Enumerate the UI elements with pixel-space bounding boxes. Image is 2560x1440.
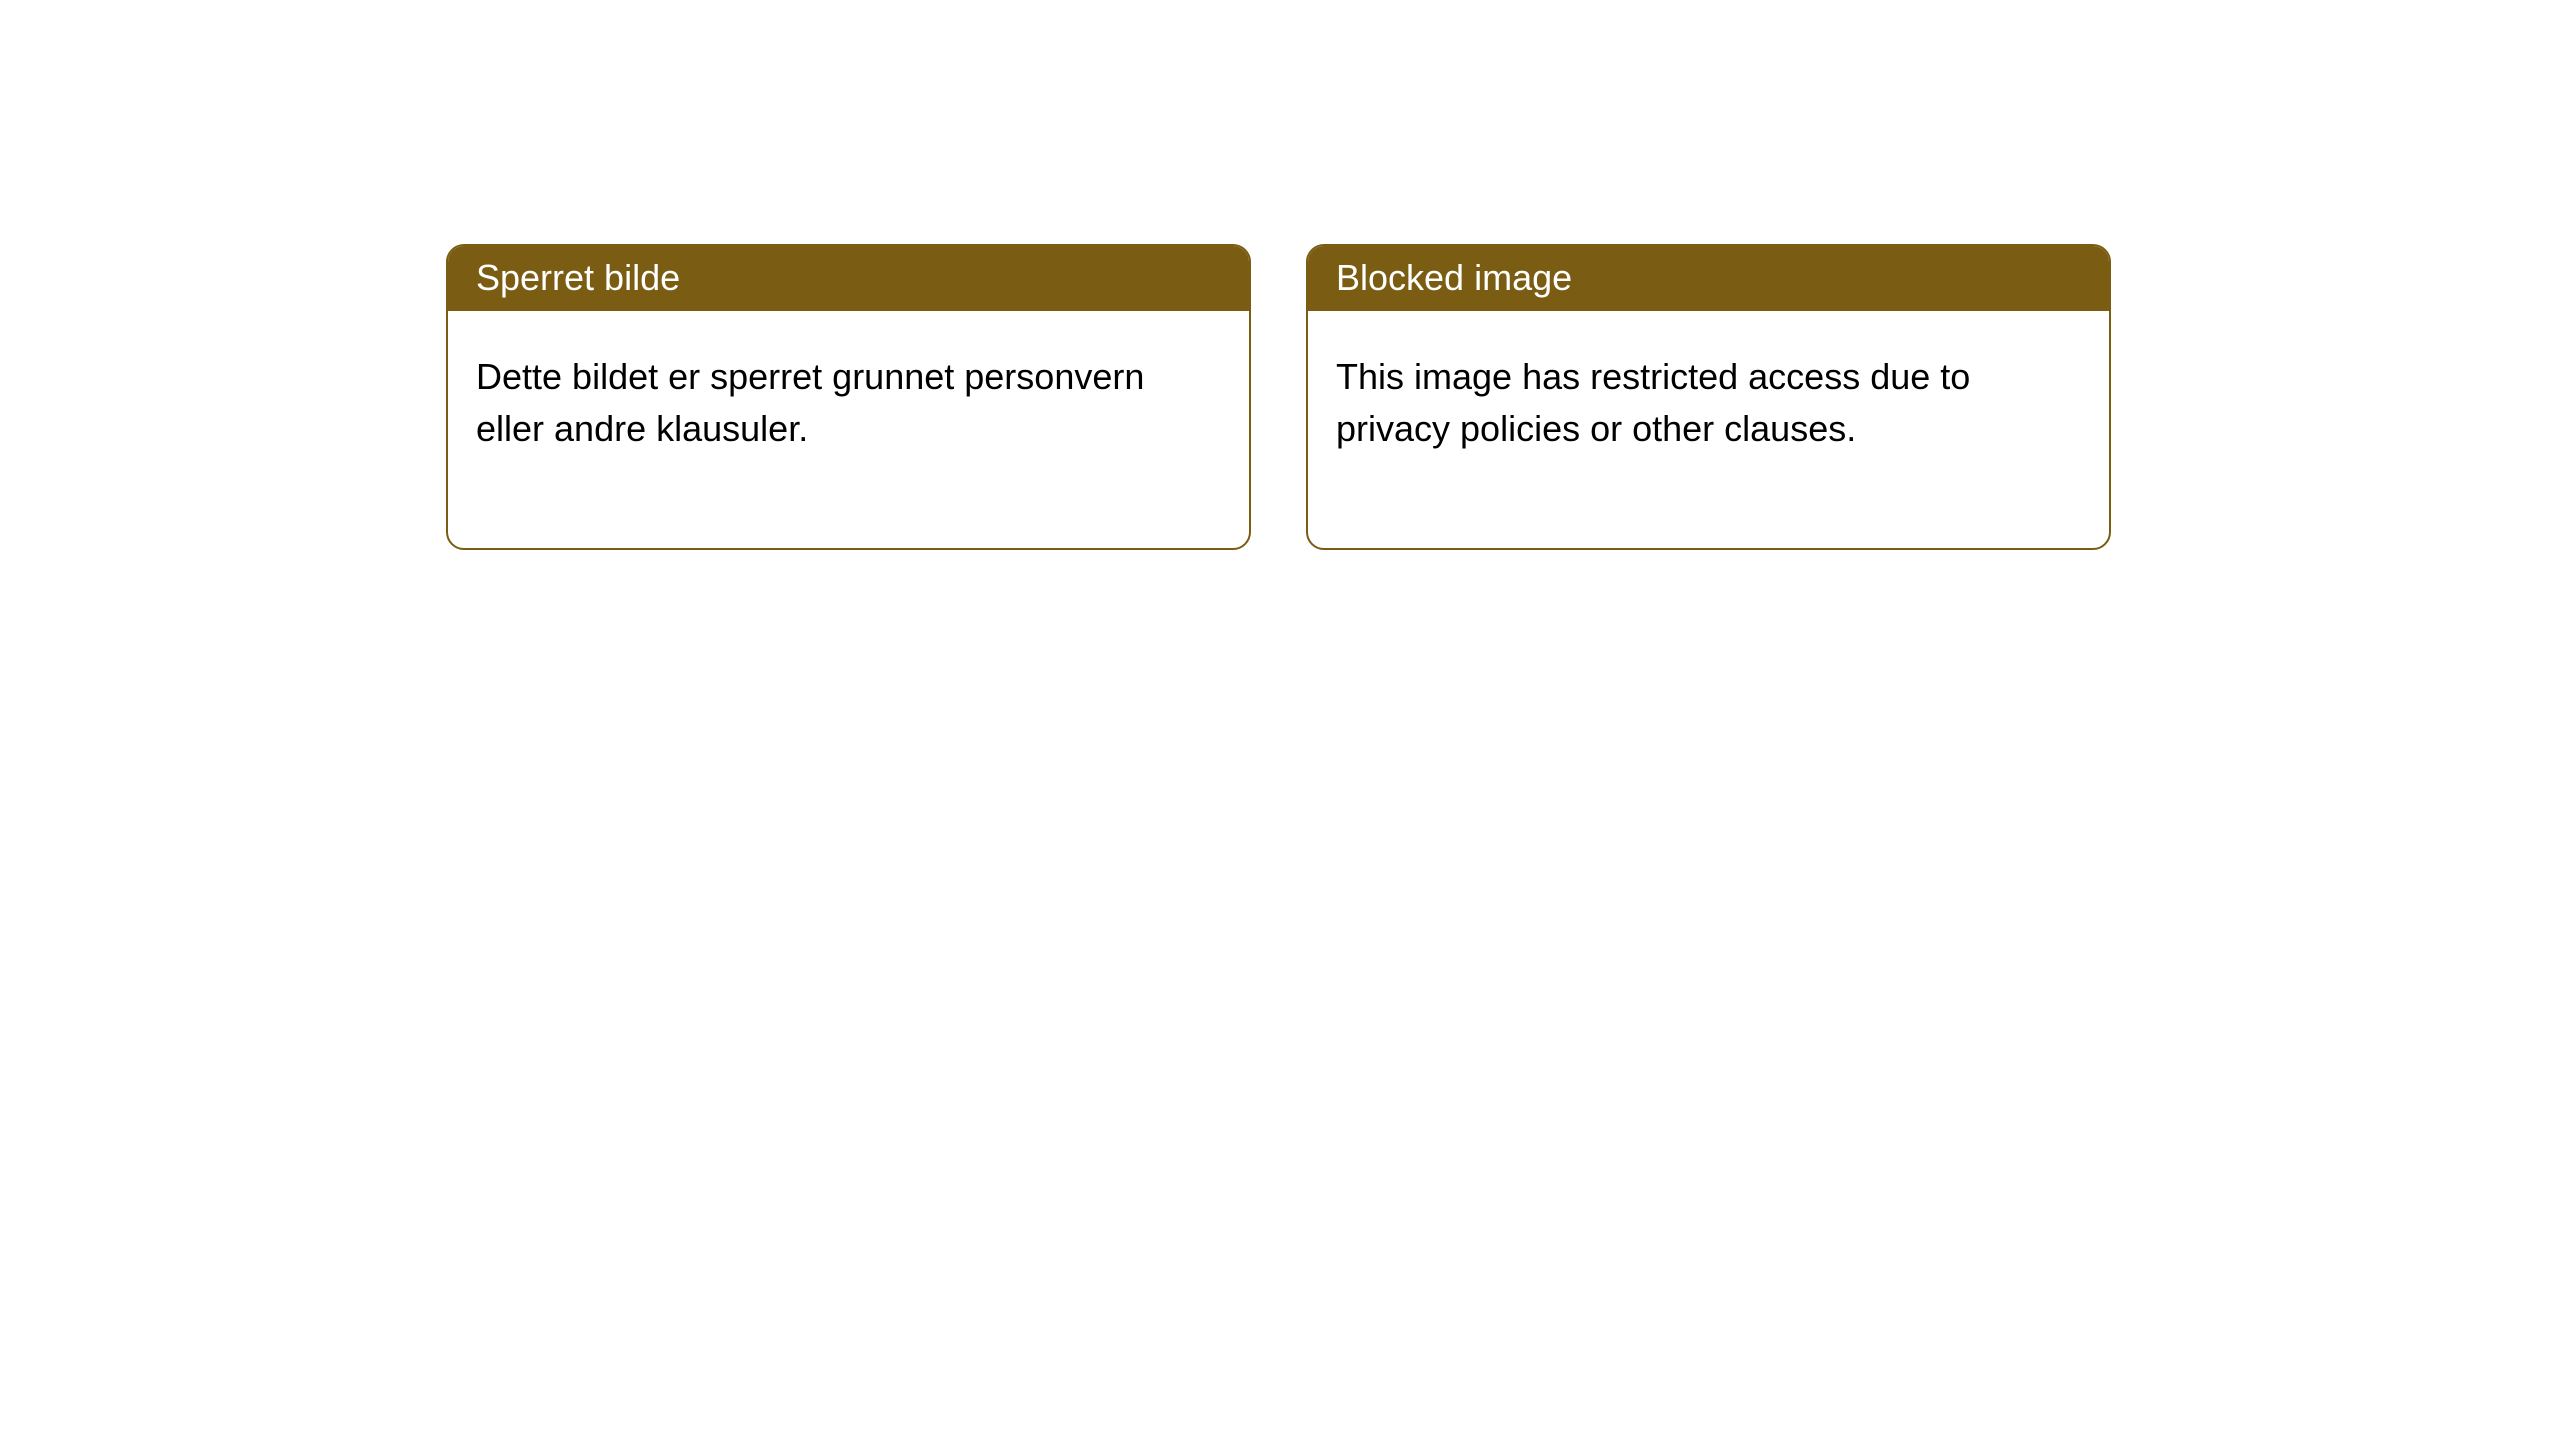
notice-container: Sperret bilde Dette bildet er sperret gr… (0, 0, 2560, 550)
notice-title: Blocked image (1308, 246, 2109, 311)
notice-card-english: Blocked image This image has restricted … (1306, 244, 2111, 550)
notice-body-text: Dette bildet er sperret grunnet personve… (448, 311, 1249, 547)
notice-card-norwegian: Sperret bilde Dette bildet er sperret gr… (446, 244, 1251, 550)
notice-title: Sperret bilde (448, 246, 1249, 311)
notice-body-text: This image has restricted access due to … (1308, 311, 2109, 547)
